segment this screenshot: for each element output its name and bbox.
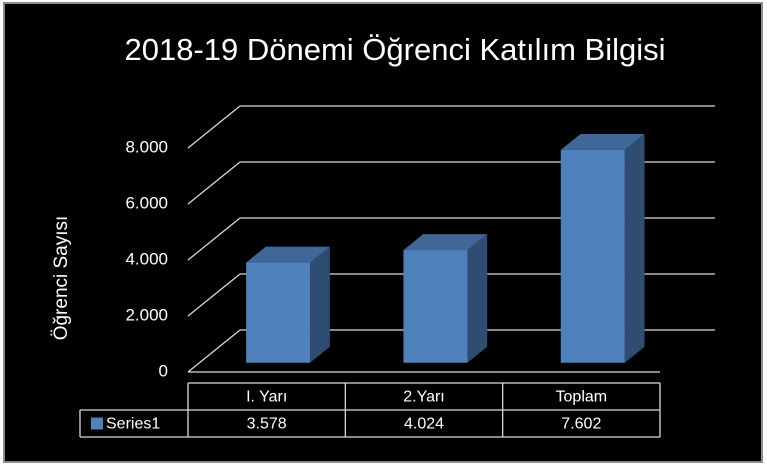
bar-side — [310, 246, 330, 363]
value-label: 7.602 — [561, 416, 601, 433]
y-tick-label: 4.000 — [125, 249, 168, 268]
bar — [560, 149, 625, 363]
bar — [246, 262, 311, 363]
legend-swatch — [91, 417, 103, 430]
y-tick-label: 6.000 — [125, 193, 168, 212]
grid-diagonal — [187, 273, 241, 317]
bar-top — [560, 133, 645, 150]
x-tick-label: 2.Yarı — [403, 389, 445, 406]
grid-diagonal — [187, 329, 241, 373]
bar-top — [403, 234, 488, 251]
bar — [403, 250, 468, 363]
y-tick-label: 8.000 — [125, 137, 168, 156]
bar-side — [467, 234, 488, 363]
x-tick-label: Toplam — [556, 389, 608, 406]
legend-label: Series1 — [106, 416, 160, 433]
y-tick-label: 2.000 — [125, 305, 168, 324]
bar-side — [624, 133, 645, 363]
grid-diagonal — [187, 161, 241, 205]
y-tick-label: 0 — [159, 361, 168, 380]
chart-background — [3, 2, 763, 463]
value-label: 3.578 — [247, 416, 287, 433]
grid-diagonal — [187, 105, 241, 149]
grid-diagonal — [187, 217, 241, 261]
bar-top — [246, 246, 330, 263]
chart-title: 2018-19 Dönemi Öğrenci Katılım Bilgisi — [124, 32, 665, 67]
x-tick-label: I. Yarı — [246, 389, 287, 406]
value-label: 4.024 — [404, 416, 444, 433]
y-axis-label: Öğrenci Sayısı — [51, 216, 72, 341]
